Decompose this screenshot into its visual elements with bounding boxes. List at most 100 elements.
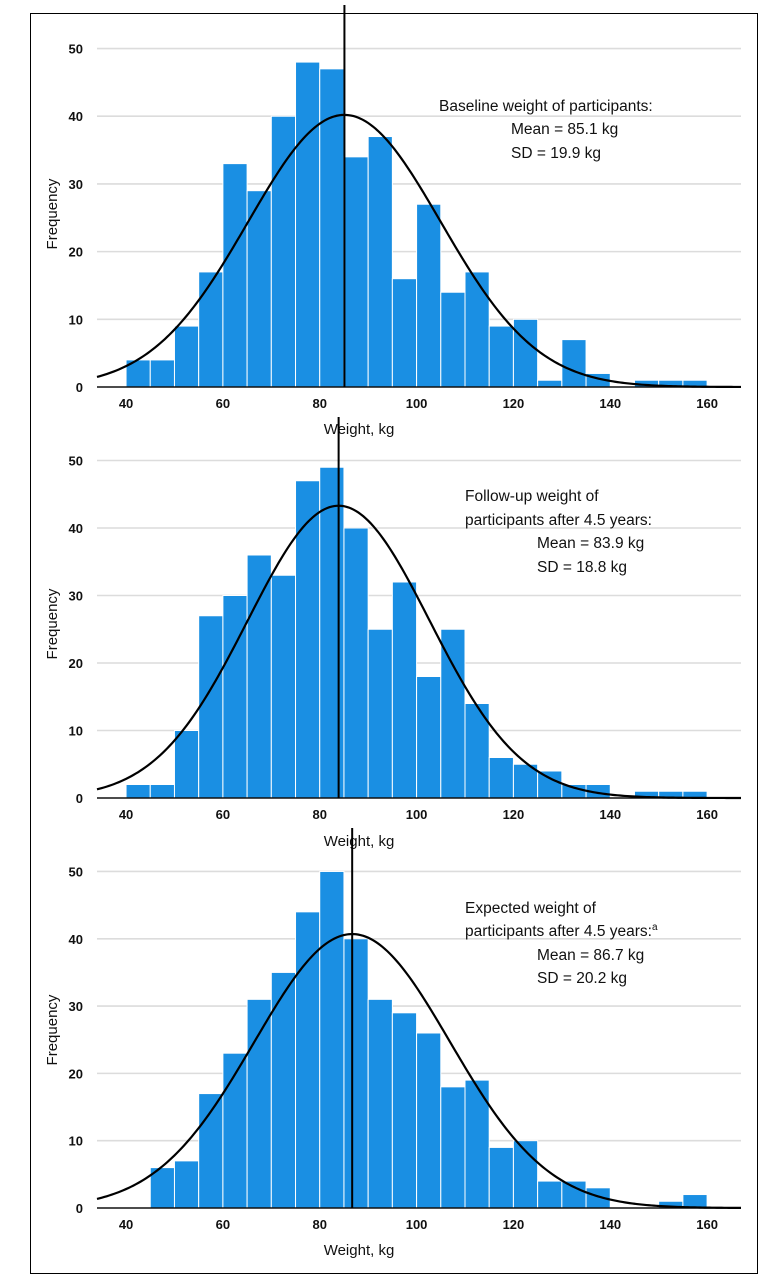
panel-2-x-ticks: 40 60 80 100 120 140 160 [119,807,718,822]
panel-2-annotation-mean: Mean = 83.9 kg [537,535,644,552]
panel-3-y-axis-title: Frequency [44,994,61,1065]
panel-2: 0 10 20 30 40 50 40 60 80 100 120 140 160 Frequency… [44,417,741,850]
panel-2-y-tick-label: 50 [69,454,83,469]
panel-3-x-tick-label: 140 [599,1217,621,1232]
panel-1-x-tick-label: 140 [599,396,621,411]
panel-3-bar [682,1194,708,1209]
panel-3: 0 10 20 30 40 50 40 60 80 100 120 140 160 Frequency… [44,828,742,1259]
panel-1-bar [270,115,297,388]
panel-2-bar [295,480,321,799]
panel-1-x-tick-label: 40 [119,396,133,411]
panel-3-y-tick-label: 40 [69,932,83,947]
panel-3-bar [343,938,369,1209]
panel-1-y-tick-label: 0 [76,380,83,395]
panel-2-x-tick-label: 60 [216,807,230,822]
panel-1-x-tick-label: 100 [406,396,428,411]
panel-1-bars [125,61,708,388]
panel-1: 0 10 20 30 40 50 40 60 80 100 120 140 160 Frequency… [44,5,741,438]
panel-1-bar [367,136,393,388]
panel-2-bar [198,615,224,799]
panel-3-bar [319,870,345,1209]
panel-3-bar [440,1086,466,1209]
panel-3-bar [270,971,297,1209]
panel-3-bar [391,1012,418,1209]
panel-3-bar [295,911,321,1209]
panel-1-x-tick-label: 160 [696,396,718,411]
panel-1-bar [173,325,200,388]
panel-3-x-tick-label: 160 [696,1217,718,1232]
panel-3-x-tick-label: 100 [406,1217,428,1232]
panel-1-x-ticks: 40 60 80 100 120 140 160 [119,396,718,411]
panel-2-y-tick-label: 10 [69,724,83,739]
panel-3-bar [246,998,272,1209]
panel-3-annotation-line-2: participants after 4.5 years:a [465,922,658,940]
panel-3-y-tick-label: 0 [76,1201,83,1216]
panel-1-y-ticks: 0 10 20 30 40 50 [69,42,83,395]
panel-2-annotation-line-1: Follow-up weight of [465,488,599,505]
panel-3-annotation-mean: Mean = 86.7 kg [537,947,644,964]
panel-3-annotation-line-1: Expected weight of [465,900,597,917]
panel-1-bar [512,318,539,388]
panel-1-bar [416,203,442,388]
panel-3-bar [488,1146,514,1209]
panel-2-annotation: Follow-up weight of participants after 4… [465,488,652,576]
panel-3-y-tick-label: 10 [69,1134,83,1149]
panel-3-normal-curve [96,932,742,1209]
panel-3-annotation-sd: SD = 20.2 kg [537,970,627,987]
panel-1-normal-curve [96,113,741,389]
panel-3-x-axis-title: Weight, kg [324,1242,395,1259]
panel-1-y-tick-label: 40 [69,109,83,124]
panel-1-bar [149,359,175,388]
panel-2-bar [246,554,272,799]
panel-1-bar [343,156,369,388]
panel-1-x-tick-label: 120 [503,396,525,411]
panel-2-bar [222,595,248,799]
panel-2-bar [391,581,418,799]
panel-1-y-tick-label: 10 [69,312,83,327]
panel-1-annotation-sd: SD = 19.9 kg [511,145,601,162]
panel-1-bar [222,163,248,388]
panel-3-annotation-superscript: a [652,922,658,933]
panel-3-bar [173,1160,200,1209]
panel-3-x-tick-label: 120 [503,1217,525,1232]
panel-1-bar [440,291,466,388]
panel-1-x-tick-label: 80 [313,396,327,411]
panel-1-y-tick-label: 20 [69,245,83,260]
panel-2-bar [319,466,345,799]
panel-1-annotation-mean: Mean = 85.1 kg [511,121,618,138]
panel-1-x-axis-title: Weight, kg [324,421,395,438]
panel-2-x-axis-title: Weight, kg [324,833,395,850]
panel-1-bar [464,271,490,388]
panel-2-bar [488,757,514,799]
panel-2-x-tick-label: 120 [503,807,525,822]
panel-1-bar [198,271,224,388]
panel-2-bar [149,784,175,799]
panel-2-y-ticks: 0 10 20 30 40 50 [69,454,83,807]
panel-2-y-tick-label: 20 [69,656,83,671]
panel-2-y-tick-label: 40 [69,521,83,536]
panel-2-bar [367,628,393,799]
panel-2-annotation-sd: SD = 18.8 kg [537,559,627,576]
panel-3-annotation: Expected weight of participants after 4.… [465,900,658,987]
panel-3-bar [561,1180,587,1209]
panel-3-y-ticks: 0 10 20 30 40 50 [69,864,83,1216]
panel-3-bar [416,1032,442,1209]
panel-1-bar [561,339,587,388]
panel-1-y-axis-title: Frequency [44,178,61,249]
panel-2-bar [440,628,466,799]
panel-2-bar [125,784,151,799]
panel-2-bar [537,770,563,799]
panel-3-y-tick-label: 30 [69,999,83,1014]
panel-1-bar [295,61,321,388]
panel-2-bar [270,574,297,799]
panel-3-bar [149,1167,175,1209]
panel-3-y-tick-label: 50 [69,864,83,879]
panel-2-x-tick-label: 140 [599,807,621,822]
panel-3-y-tick-label: 20 [69,1066,83,1081]
panel-1-y-tick-label: 30 [69,177,83,192]
panel-1-bar [537,379,563,388]
panel-1-bar [488,325,514,388]
panel-2-annotation-line-2: participants after 4.5 years: [465,512,652,529]
panel-2-y-tick-label: 0 [76,791,83,806]
panel-2-bar [343,527,369,799]
